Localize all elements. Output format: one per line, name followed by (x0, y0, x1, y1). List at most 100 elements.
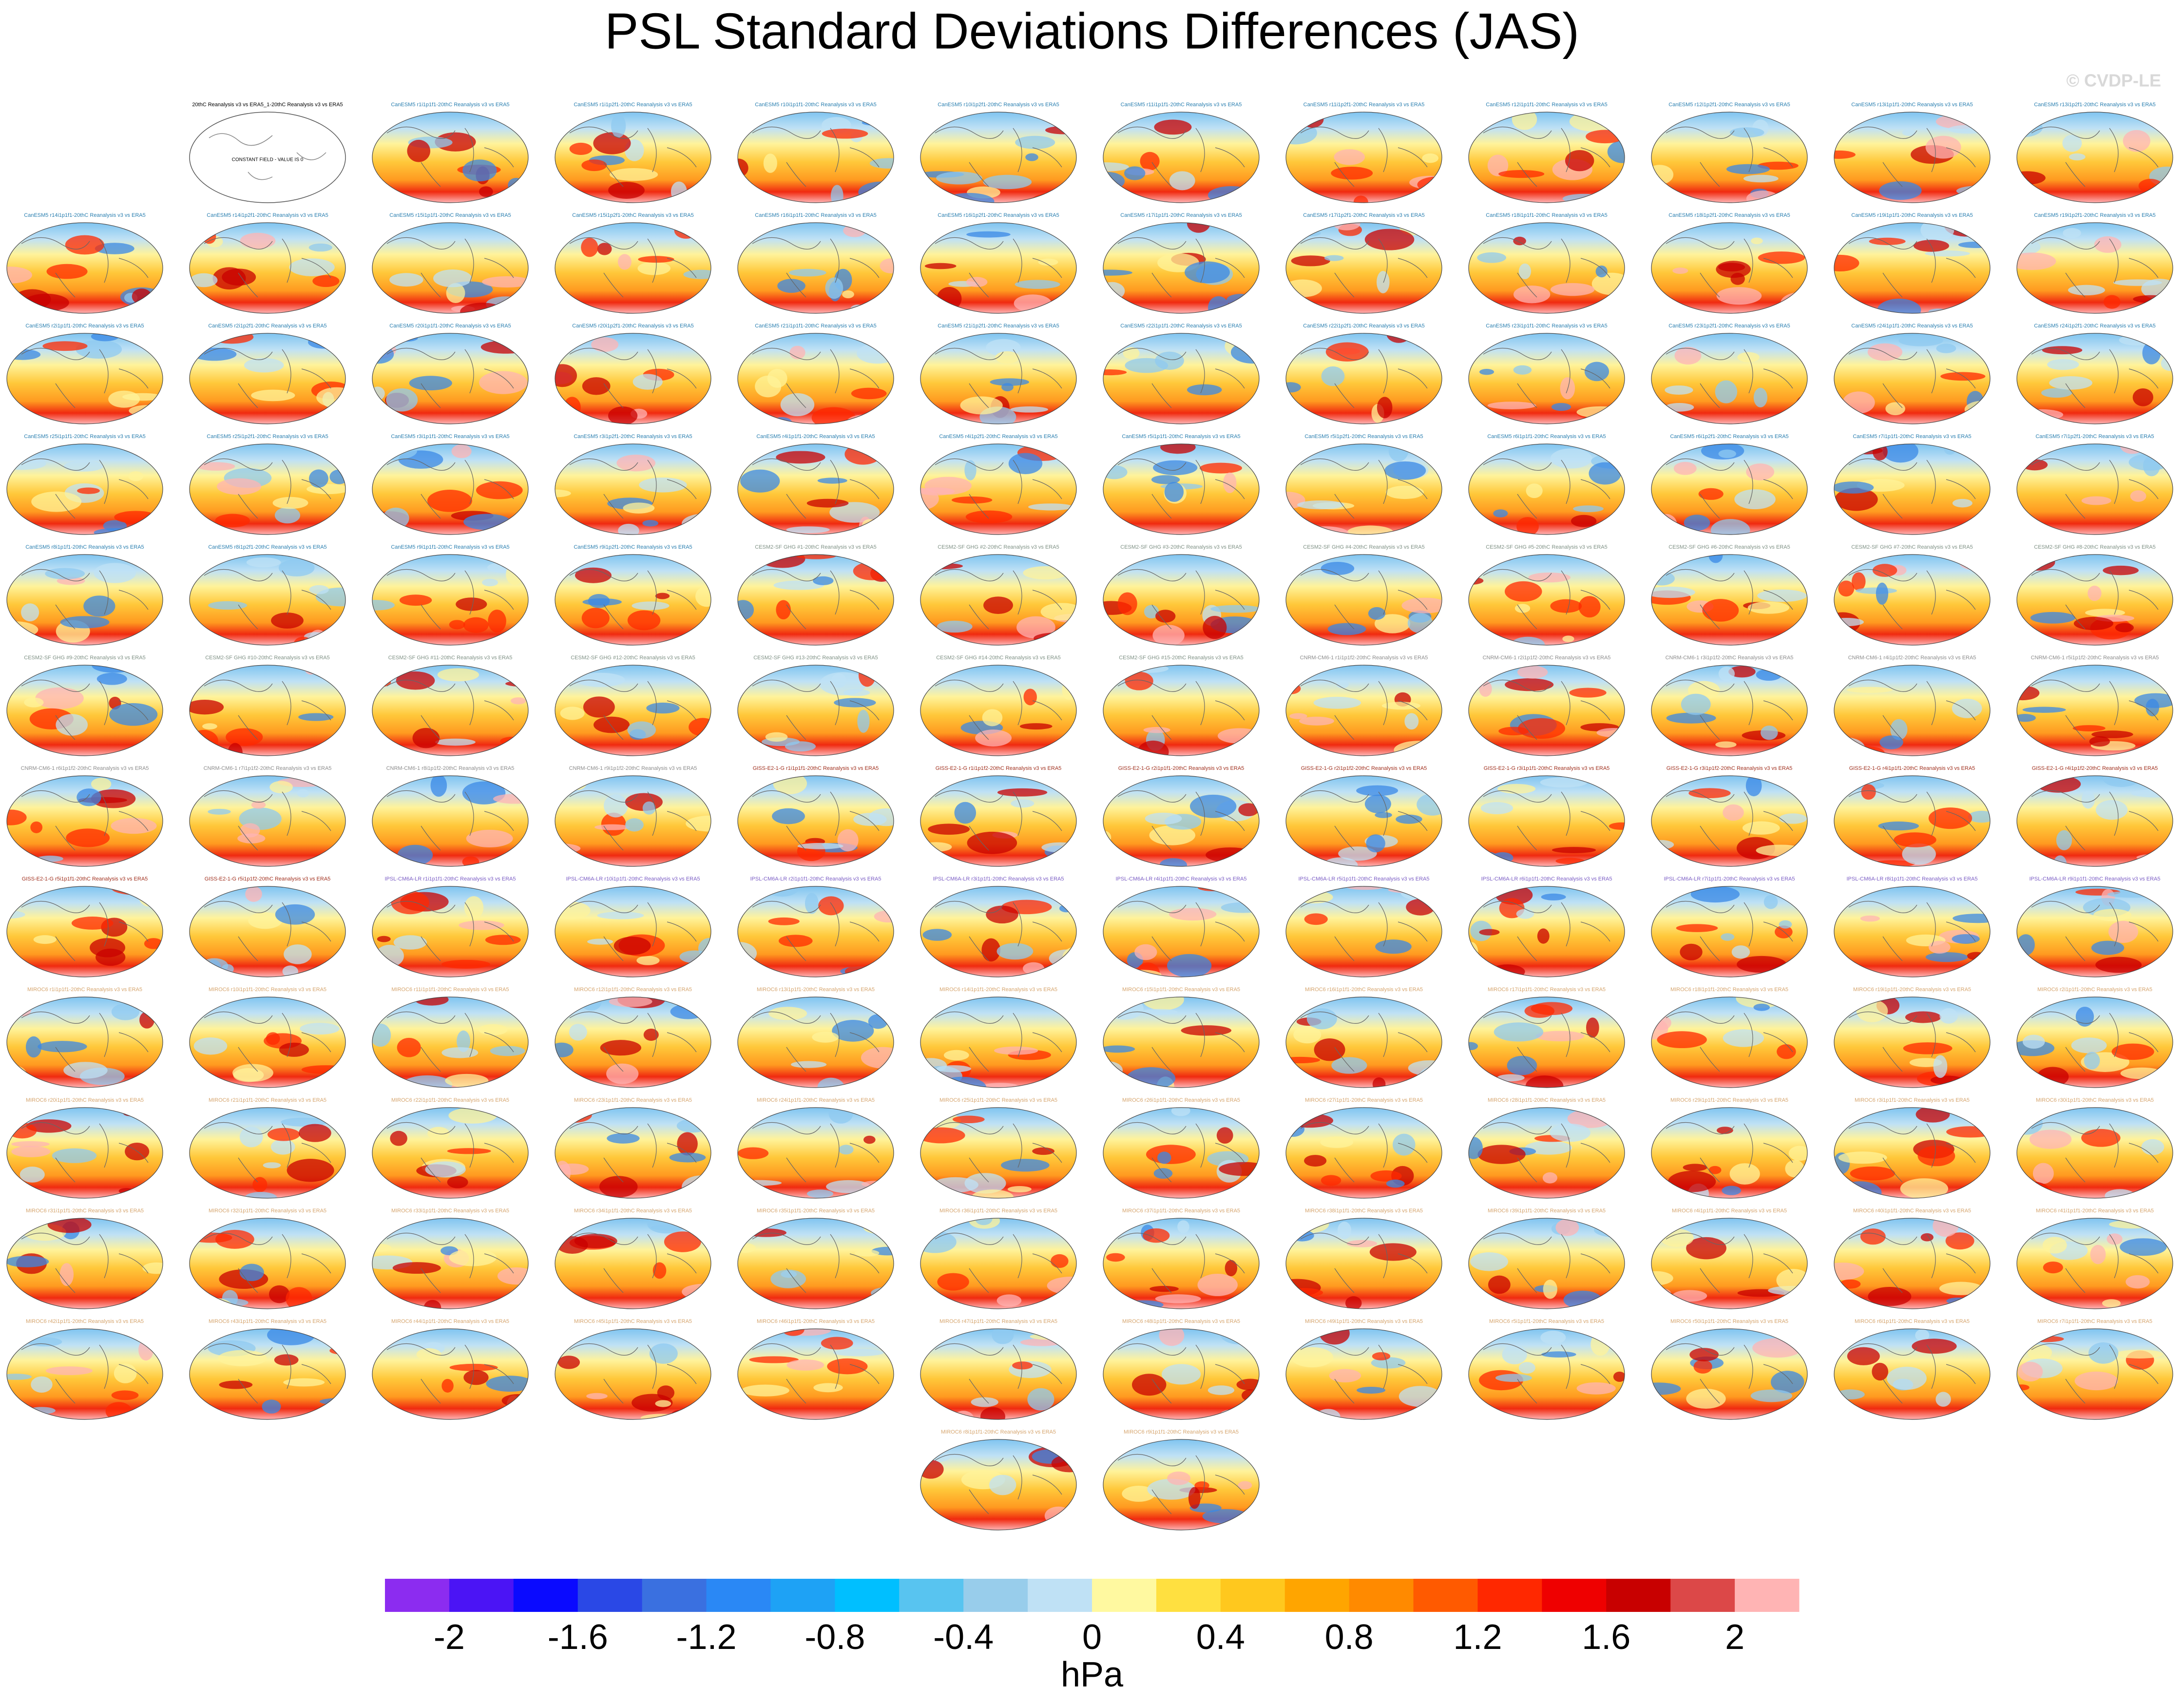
map-blob (392, 1262, 441, 1274)
map-border (2016, 665, 2173, 756)
map-blob (372, 191, 384, 201)
panel-label: CanESM5 r7i1p2f1-20thC Reanalysis v3 vs … (2035, 434, 2154, 440)
map-blob (427, 490, 472, 512)
panel: CanESM5 r12i1p1f1-20thC Reanalysis v3 vs… (1468, 102, 1625, 203)
panel-label: MIROC6 r2i1p1f1-20thC Reanalysis v3 vs E… (2037, 987, 2152, 993)
map-blob (1045, 126, 1076, 134)
map-blob (569, 142, 593, 155)
map-blob (1952, 698, 1982, 718)
panel-label: IPSL-CM6A-LR r3i1p1f1-20thC Reanalysis v… (933, 876, 1064, 882)
map-blob (1516, 517, 1539, 535)
panel: MIROC6 r9i1p1f1-20thC Reanalysis v3 vs E… (1103, 1429, 1260, 1531)
map-blob (2022, 1034, 2045, 1049)
panel: CanESM5 r6i1p1f1-20thC Reanalysis v3 vs … (1468, 434, 1625, 535)
map-blob (1900, 1178, 1949, 1198)
map-blob (785, 741, 816, 752)
map-blob (59, 1263, 74, 1286)
map-blob (1181, 1025, 1232, 1036)
map-blob (1959, 555, 1990, 570)
panel-label: CNRM-CM6-1 r4i1p1f2-20thC Reanalysis v3 … (1848, 655, 1976, 661)
map-blob (555, 1108, 592, 1123)
map-blob (2090, 1244, 2106, 1264)
map-blob (786, 1359, 824, 1371)
map-blob (1327, 623, 1366, 635)
map (1286, 665, 1442, 756)
map-blob (740, 469, 780, 493)
map-blob (1718, 666, 1735, 681)
map-blob (1946, 333, 1962, 341)
map-blob (936, 1065, 972, 1072)
map-blob (1404, 713, 1419, 730)
map-blob (1051, 1455, 1076, 1473)
map-blob (274, 507, 301, 524)
panel: CESM2-SF GHG #9-20thC Reanalysis v3 vs E… (6, 655, 163, 756)
map-blob (830, 185, 843, 203)
map-blob (1722, 1186, 1742, 1195)
map (1469, 665, 1625, 756)
map (555, 776, 711, 866)
map (1651, 555, 1807, 645)
map-blob (2158, 520, 2171, 535)
coastline (386, 347, 514, 408)
map-field (738, 997, 894, 1088)
panel-label: MIROC6 r21i1p1f1-20thC Reanalysis v3 vs … (209, 1097, 326, 1103)
map-blob (954, 802, 977, 824)
panel: CanESM5 r2i1p1f1-20thC Reanalysis v3 vs … (6, 323, 163, 424)
coastline (2031, 347, 2159, 408)
map (738, 333, 894, 424)
map (1651, 1329, 1807, 1419)
map-note: CONSTANT FIELD - VALUE IS 0 (232, 157, 304, 163)
map-blob (1289, 713, 1307, 719)
map-blob (318, 407, 345, 423)
map-blob (35, 687, 84, 709)
coastline (569, 458, 697, 519)
map-blob (831, 673, 847, 688)
map-blob (559, 529, 599, 535)
coastline (1848, 790, 1976, 851)
panel: CanESM5 r15i1p1f1-20thC Reanalysis v3 vs… (372, 212, 529, 314)
map-blob (1432, 416, 1442, 424)
map-blob (943, 1050, 969, 1061)
map-blob (1125, 665, 1169, 673)
map-blob (2130, 490, 2146, 502)
map-blob (1613, 1371, 1625, 1382)
map-blob (2111, 1043, 2154, 1060)
map-blob (329, 1347, 345, 1355)
panel-label: CanESM5 r25i1p1f1-20thC Reanalysis v3 vs… (24, 434, 145, 440)
map (372, 1218, 528, 1309)
panel-label: CanESM5 r3i1p1f1-20thC Reanalysis v3 vs … (391, 434, 509, 440)
panel-label: MIROC6 r37i1p1f1-20thC Reanalysis v3 vs … (1122, 1208, 1240, 1214)
map-blob (1716, 261, 1751, 278)
map-blob (683, 269, 711, 279)
map-blob (609, 997, 652, 1007)
map-blob (1502, 1345, 1527, 1364)
map-blob (674, 223, 698, 239)
panel: MIROC6 r12i1p1f1-20thC Reanalysis v3 vs … (555, 987, 711, 1088)
map-blob (30, 821, 43, 833)
map (738, 1218, 894, 1309)
map-field (1286, 223, 1442, 313)
map-field (7, 886, 163, 977)
map-blob (1336, 680, 1349, 689)
panel-label: CanESM5 r20i1p1f1-20thC Reanalysis v3 vs… (389, 323, 511, 329)
map-blob (397, 844, 433, 865)
map-blob (749, 1356, 799, 1363)
coastline (386, 1343, 514, 1404)
map-blob (1169, 908, 1217, 921)
map (1834, 776, 1990, 866)
map-blob (965, 510, 1013, 523)
map-field (372, 997, 528, 1088)
map-blob (837, 829, 859, 852)
map-border (189, 554, 346, 646)
map-blob (1356, 785, 1399, 796)
map-blob (1944, 444, 1956, 455)
colorbar-box (1413, 1579, 1478, 1612)
map-blob (608, 406, 638, 424)
map-blob (111, 1003, 140, 1020)
map-blob (38, 1041, 87, 1053)
map (1834, 444, 1990, 535)
map-blob (1346, 1240, 1378, 1247)
map-blob (447, 1176, 468, 1188)
map-blob (2138, 179, 2163, 193)
panel-label: GISS-E2-1-G r5i1p1f2-20thC Reanalysis v3… (205, 876, 331, 882)
